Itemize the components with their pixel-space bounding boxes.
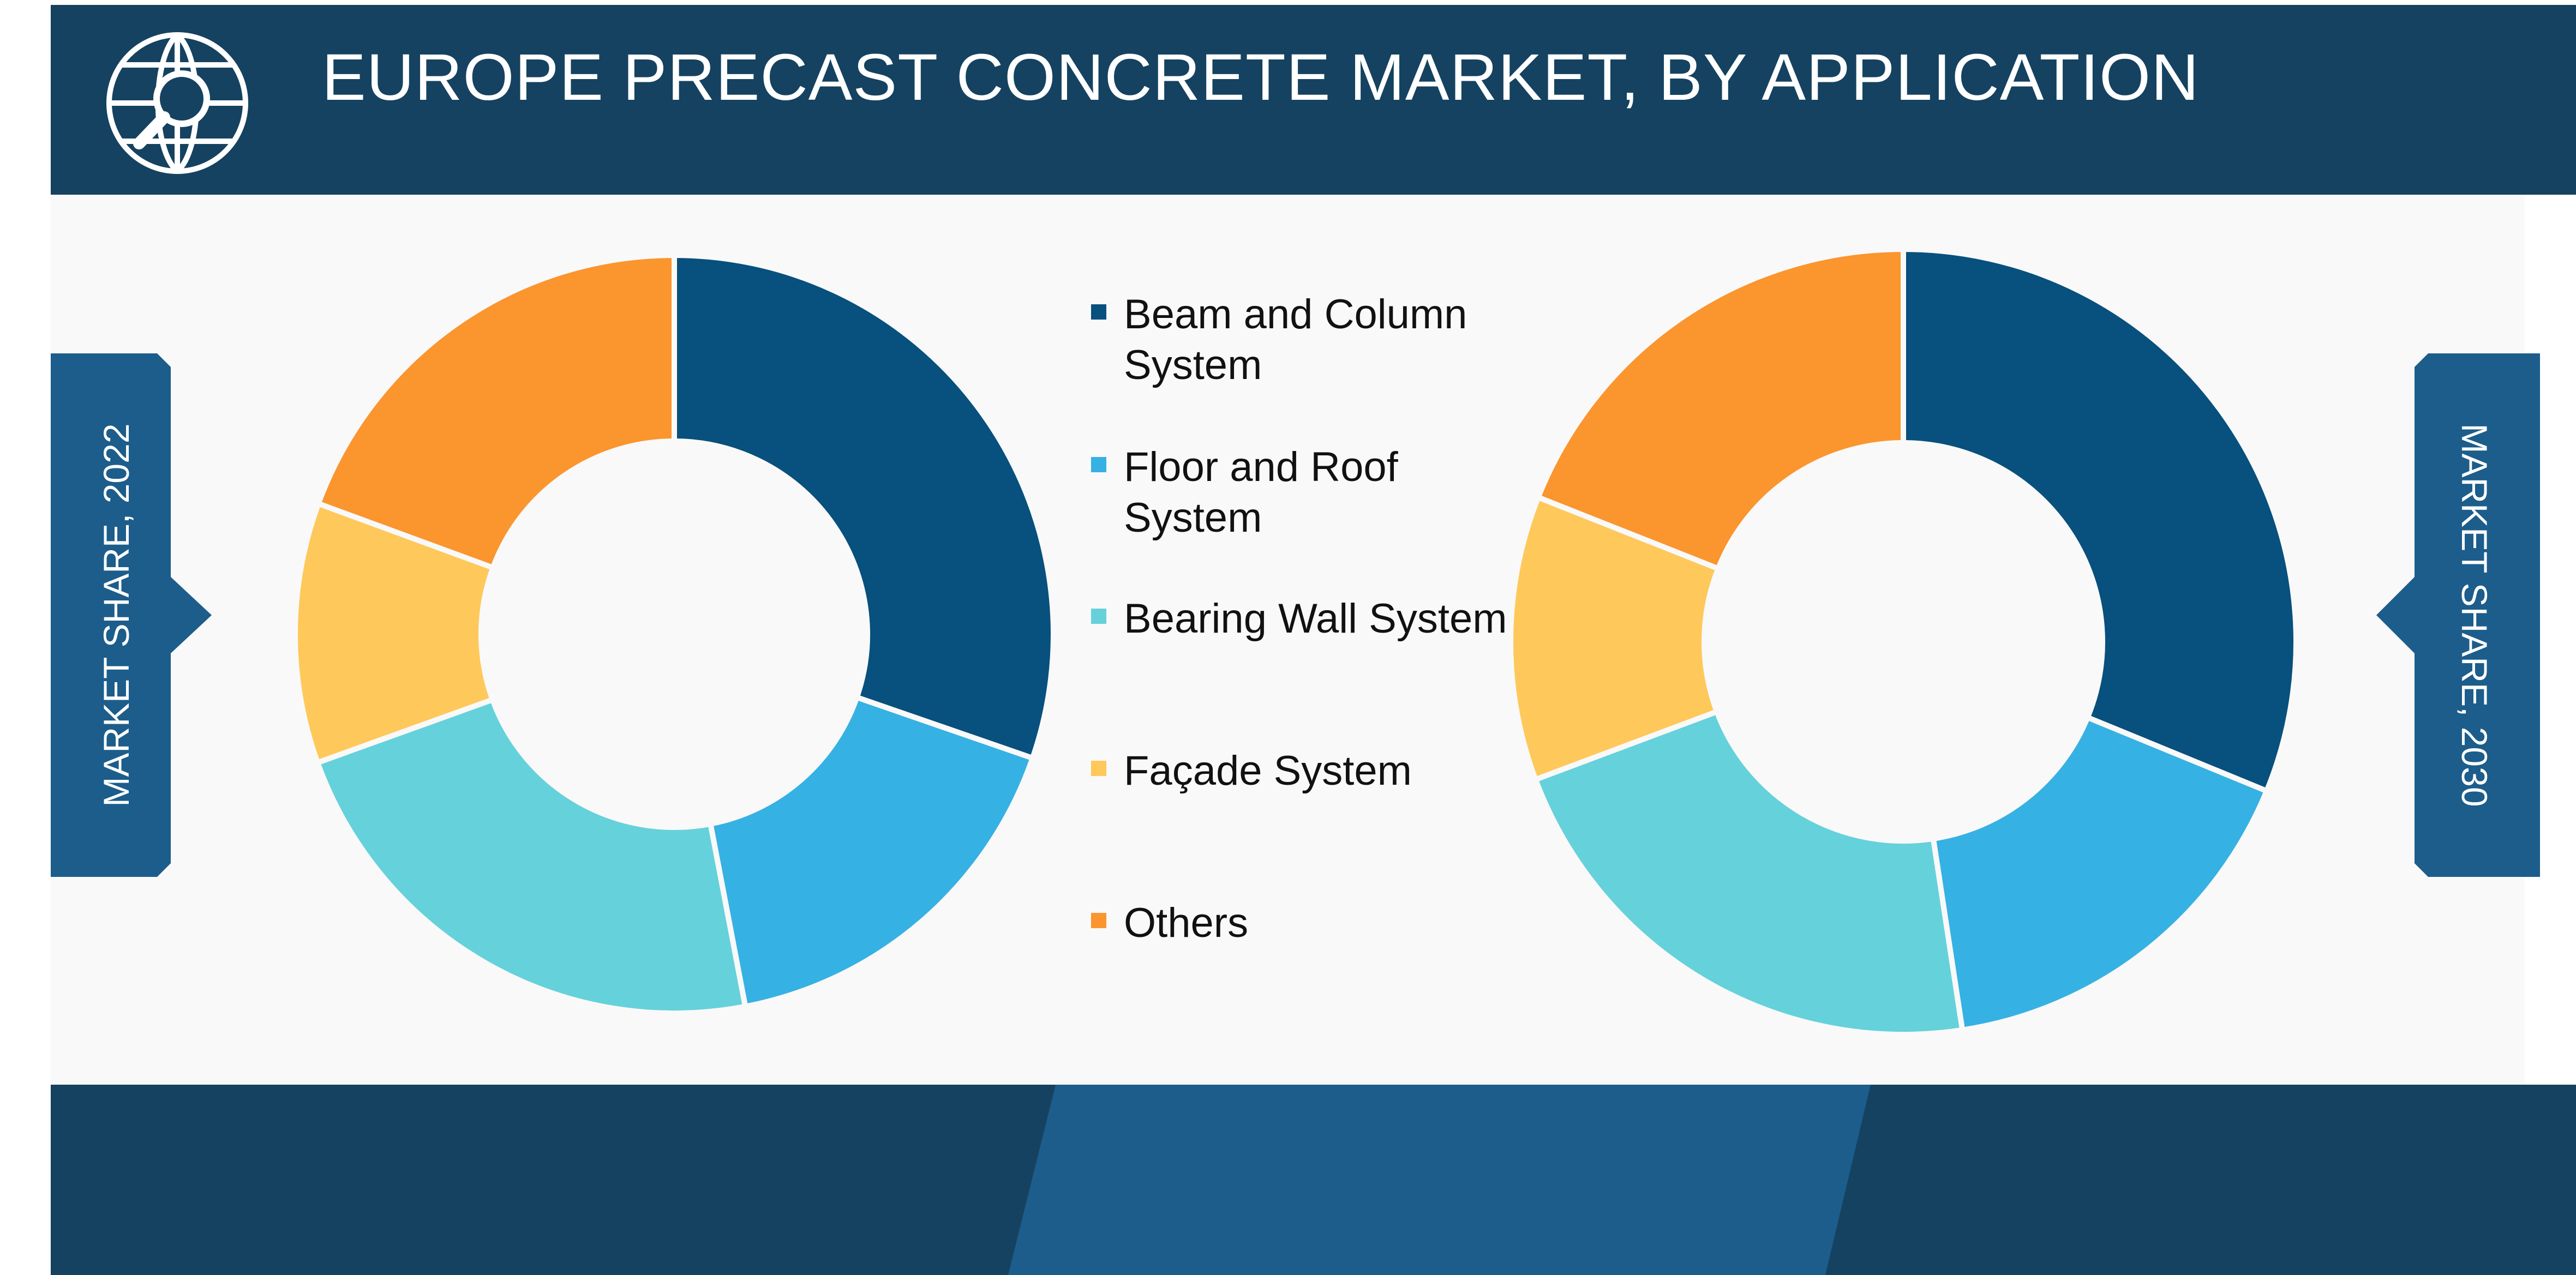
slice-floor-and-roof-system (1930, 714, 2271, 1033)
slice-bearing-wall-system (314, 696, 749, 1016)
slice-fa-ade-system (1508, 494, 1722, 783)
legend-label: Beam and Column System (1124, 291, 1467, 388)
slice-others (315, 252, 677, 572)
market-share-2030-tab: MARKET SHARE, 2030 (2376, 353, 2540, 877)
slice-beam-and-column-system (672, 252, 1056, 762)
legend-swatch (1091, 609, 1106, 624)
slice-others (1535, 246, 1906, 573)
donut-chart-2030 (1508, 246, 2299, 1037)
slice-bearing-wall-system (1532, 708, 1966, 1037)
market-share-2022-tab: MARKET SHARE, 2022 (51, 353, 212, 877)
globe-search-icon (106, 32, 248, 174)
slice-floor-and-roof-system (707, 694, 1037, 1010)
slice-beam-and-column-system (1901, 246, 2299, 795)
footer-band (51, 1085, 2576, 1275)
legend-swatch (1091, 913, 1106, 928)
header-banner: EUROPE PRECAST CONCRETE MARKET, BY APPLI… (51, 5, 2576, 195)
donut-chart-2022 (292, 252, 1056, 1016)
page-title: EUROPE PRECAST CONCRETE MARKET, BY APPLI… (322, 40, 2200, 114)
legend-label: Façade System (1124, 748, 1412, 794)
legend-label: Floor and Roof System (1124, 444, 1398, 541)
legend-label: Others (1124, 900, 1249, 946)
legend-label: Bearing Wall System (1124, 596, 1507, 642)
legend-swatch (1091, 761, 1106, 776)
slice-fa-ade-system (292, 500, 497, 766)
legend-swatch (1091, 304, 1106, 320)
legend-swatch (1091, 457, 1106, 472)
